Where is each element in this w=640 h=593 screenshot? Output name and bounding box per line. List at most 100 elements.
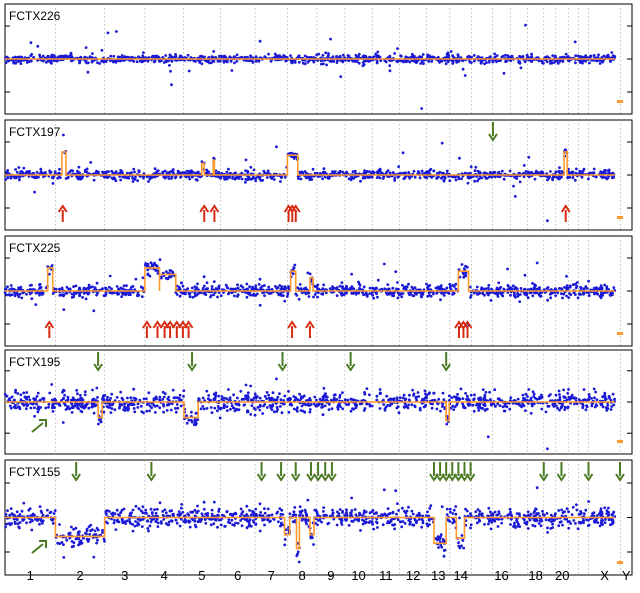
data-point	[582, 167, 586, 171]
data-point	[212, 60, 216, 63]
data-point	[50, 383, 54, 386]
data-point	[500, 55, 504, 59]
data-point	[316, 403, 320, 407]
data-point	[162, 395, 166, 399]
data-point	[473, 393, 476, 397]
data-point	[147, 391, 151, 395]
data-point	[427, 60, 431, 63]
panel-fctx155: FCTX155	[4, 459, 633, 576]
data-point	[258, 175, 262, 179]
data-point	[374, 52, 378, 56]
data-point	[321, 397, 325, 401]
data-point	[452, 285, 456, 288]
data-point	[341, 170, 344, 174]
data-point	[212, 280, 216, 283]
data-point	[515, 177, 519, 181]
data-point	[196, 170, 200, 174]
data-point	[509, 286, 513, 290]
data-point	[328, 287, 332, 290]
data-point	[354, 59, 358, 63]
data-point	[420, 169, 424, 173]
data-point	[175, 293, 179, 296]
data-point	[254, 284, 258, 288]
data-point	[474, 165, 478, 169]
data-point	[599, 284, 603, 287]
data-point	[282, 54, 285, 57]
data-point	[418, 406, 422, 410]
data-point	[253, 413, 257, 417]
data-point	[432, 169, 436, 173]
data-point	[85, 167, 89, 171]
data-point	[27, 170, 31, 173]
data-point	[551, 178, 554, 182]
data-point	[477, 177, 481, 181]
data-point	[237, 403, 241, 407]
data-point	[95, 386, 99, 390]
data-point	[316, 295, 319, 299]
data-point	[454, 178, 458, 182]
data-point	[540, 393, 543, 397]
data-point	[200, 512, 204, 516]
data-point	[464, 271, 468, 275]
data-point	[8, 294, 12, 297]
data-point	[466, 181, 470, 185]
data-point	[202, 407, 206, 411]
data-point	[99, 420, 103, 423]
data-point	[496, 402, 500, 406]
data-point	[385, 291, 388, 295]
data-point	[123, 405, 126, 409]
data-point	[96, 396, 99, 399]
data-point	[139, 59, 142, 63]
data-point	[448, 394, 451, 398]
data-point	[518, 60, 521, 63]
data-point	[446, 60, 450, 64]
data-point	[519, 287, 523, 290]
data-point	[558, 398, 562, 401]
data-point	[323, 175, 327, 179]
data-point	[262, 404, 265, 408]
data-point	[347, 59, 351, 62]
data-point	[266, 169, 270, 173]
data-point	[83, 393, 87, 397]
data-point	[476, 169, 480, 173]
data-point	[354, 53, 358, 57]
data-point	[557, 170, 561, 174]
data-point	[242, 403, 246, 407]
data-point	[502, 177, 506, 181]
data-point	[138, 398, 142, 402]
data-point	[135, 60, 139, 64]
data-point	[578, 60, 582, 63]
data-point	[232, 55, 236, 59]
data-point	[265, 176, 269, 179]
data-point	[461, 397, 465, 400]
data-point	[233, 409, 237, 413]
data-point	[493, 388, 497, 392]
data-point	[321, 292, 325, 296]
data-point	[162, 61, 166, 64]
data-point	[464, 171, 467, 175]
data-point	[566, 406, 570, 410]
data-point	[451, 404, 455, 408]
data-point	[149, 261, 153, 265]
data-point	[463, 74, 467, 77]
data-point	[217, 284, 221, 288]
data-point	[464, 264, 467, 268]
data-point	[64, 408, 68, 411]
panel-fctx195: FCTX195	[3, 349, 633, 455]
data-point	[397, 509, 400, 512]
data-point	[601, 293, 604, 297]
data-point	[530, 60, 534, 63]
data-point	[296, 175, 300, 179]
data-point	[331, 285, 334, 288]
data-point	[333, 393, 337, 397]
data-point	[120, 403, 124, 407]
data-point	[104, 170, 108, 174]
data-point	[469, 393, 473, 397]
data-point	[70, 525, 73, 529]
data-point	[519, 66, 523, 70]
data-point	[283, 538, 287, 541]
data-point	[85, 527, 89, 531]
data-point	[418, 176, 422, 180]
data-point	[223, 177, 227, 181]
data-point	[331, 170, 334, 173]
